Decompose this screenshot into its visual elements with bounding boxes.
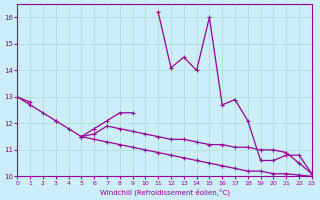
X-axis label: Windchill (Refroidissement éolien,°C): Windchill (Refroidissement éolien,°C) xyxy=(100,188,229,196)
